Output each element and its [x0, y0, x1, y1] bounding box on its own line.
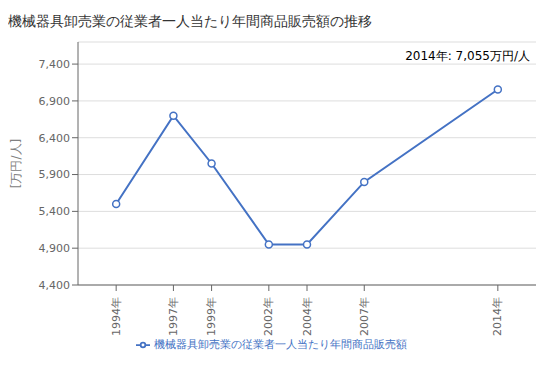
svg-text:1994年: 1994年 — [110, 297, 123, 336]
svg-text:2007年: 2007年 — [358, 297, 371, 336]
svg-text:7,400: 7,400 — [39, 58, 71, 71]
html-text:機械器具卸売業の従業者一人当たり年間商品販売額: 機械器具卸売業の従業者一人当たり年間商品販売額 — [153, 338, 407, 351]
svg-text:2004年: 2004年 — [301, 297, 314, 336]
svg-text:[万円/人]: [万円/人] — [9, 139, 23, 188]
html-text:2014年: 7,055万円/人: 2014年: 7,055万円/人 — [405, 49, 530, 63]
svg-text:1999年: 1999年 — [205, 297, 218, 336]
svg-text:1997年: 1997年 — [167, 297, 180, 336]
svg-text:6,900: 6,900 — [39, 95, 71, 108]
html-text:機械器具卸売業の従業者一人当たり年間商品販売額の推移: 機械器具卸売業の従業者一人当たり年間商品販売額の推移 — [8, 13, 372, 29]
svg-text:4,900: 4,900 — [39, 242, 71, 255]
svg-text:5,900: 5,900 — [39, 168, 71, 181]
svg-text:2014年: 2014年 — [491, 297, 504, 336]
svg-text:4,400: 4,400 — [39, 279, 71, 292]
svg-text:2002年: 2002年 — [262, 297, 275, 336]
svg-text:6,400: 6,400 — [39, 132, 71, 145]
svg-text:5,400: 5,400 — [39, 205, 71, 218]
